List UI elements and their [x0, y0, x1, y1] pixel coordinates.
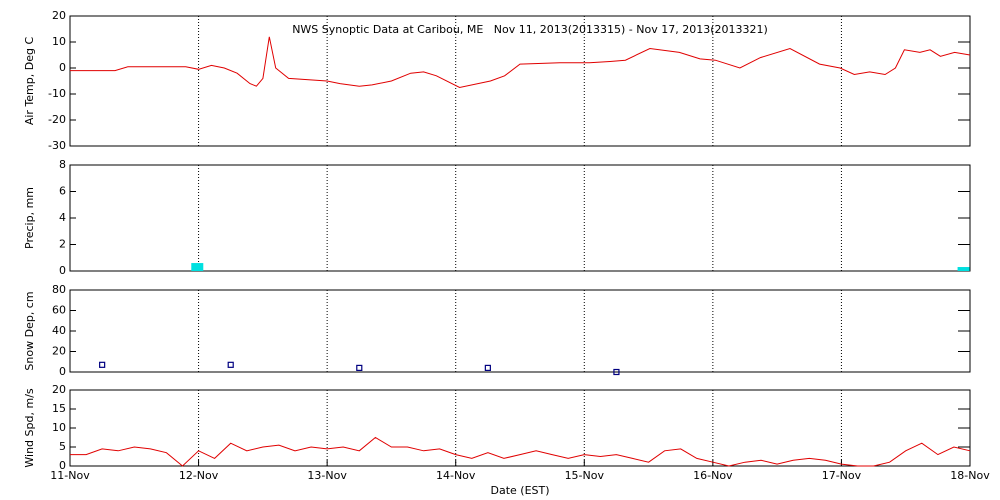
x-tick-label: 13-Nov	[307, 469, 347, 482]
y-axis-label: Snow Dep, cm	[23, 291, 36, 370]
data-line	[70, 36, 971, 89]
plot-frame	[69, 164, 971, 272]
y-tick-label: 20	[52, 345, 66, 358]
y-tick-label: 80	[52, 283, 66, 296]
y-axis-label: Air Temp, Deg C	[23, 37, 36, 126]
y-tick-label: 2	[59, 238, 66, 251]
x-tick-label: 17-Nov	[822, 469, 862, 482]
bar	[957, 267, 970, 271]
y-tick-label: 10	[52, 35, 66, 48]
x-tick-label: 11-Nov	[50, 469, 90, 482]
y-tick-label: -30	[48, 139, 66, 152]
y-tick-label: 4	[59, 211, 66, 224]
y-tick-label: 20	[52, 9, 66, 22]
y-tick-label: 20	[52, 383, 66, 396]
y-tick-label: 6	[59, 185, 66, 198]
point	[484, 364, 491, 371]
x-tick-label: 14-Nov	[436, 469, 476, 482]
y-tick-label: 0	[59, 459, 66, 472]
point	[227, 361, 234, 368]
x-tick-label: 18-Nov	[950, 469, 990, 482]
chart-title: NWS Synoptic Data at Caribou, ME Nov 11,…	[292, 23, 768, 36]
y-tick-label: 15	[52, 402, 66, 415]
y-tick-label: -20	[48, 113, 66, 126]
x-axis-label: Date (EST)	[490, 484, 549, 497]
y-tick-label: 8	[59, 158, 66, 171]
y-tick-label: -10	[48, 87, 66, 100]
point	[613, 368, 620, 376]
point	[356, 364, 363, 371]
y-tick-label: 60	[52, 304, 66, 317]
plot-frame	[69, 289, 971, 373]
y-tick-label: 0	[59, 365, 66, 378]
x-tick-label: 16-Nov	[693, 469, 733, 482]
bar	[191, 263, 204, 271]
y-tick-label: 0	[59, 264, 66, 277]
y-tick-label: 0	[59, 61, 66, 74]
data-line	[70, 436, 971, 467]
y-tick-label: 5	[59, 440, 66, 453]
x-tick-label: 12-Nov	[179, 469, 219, 482]
y-tick-label: 10	[52, 421, 66, 434]
point	[99, 361, 106, 368]
plot-frame	[69, 15, 971, 147]
y-axis-label: Precip, mm	[23, 187, 36, 249]
y-tick-label: 40	[52, 324, 66, 337]
x-tick-label: 15-Nov	[565, 469, 605, 482]
y-axis-label: Wind Spd, m/s	[23, 388, 36, 468]
